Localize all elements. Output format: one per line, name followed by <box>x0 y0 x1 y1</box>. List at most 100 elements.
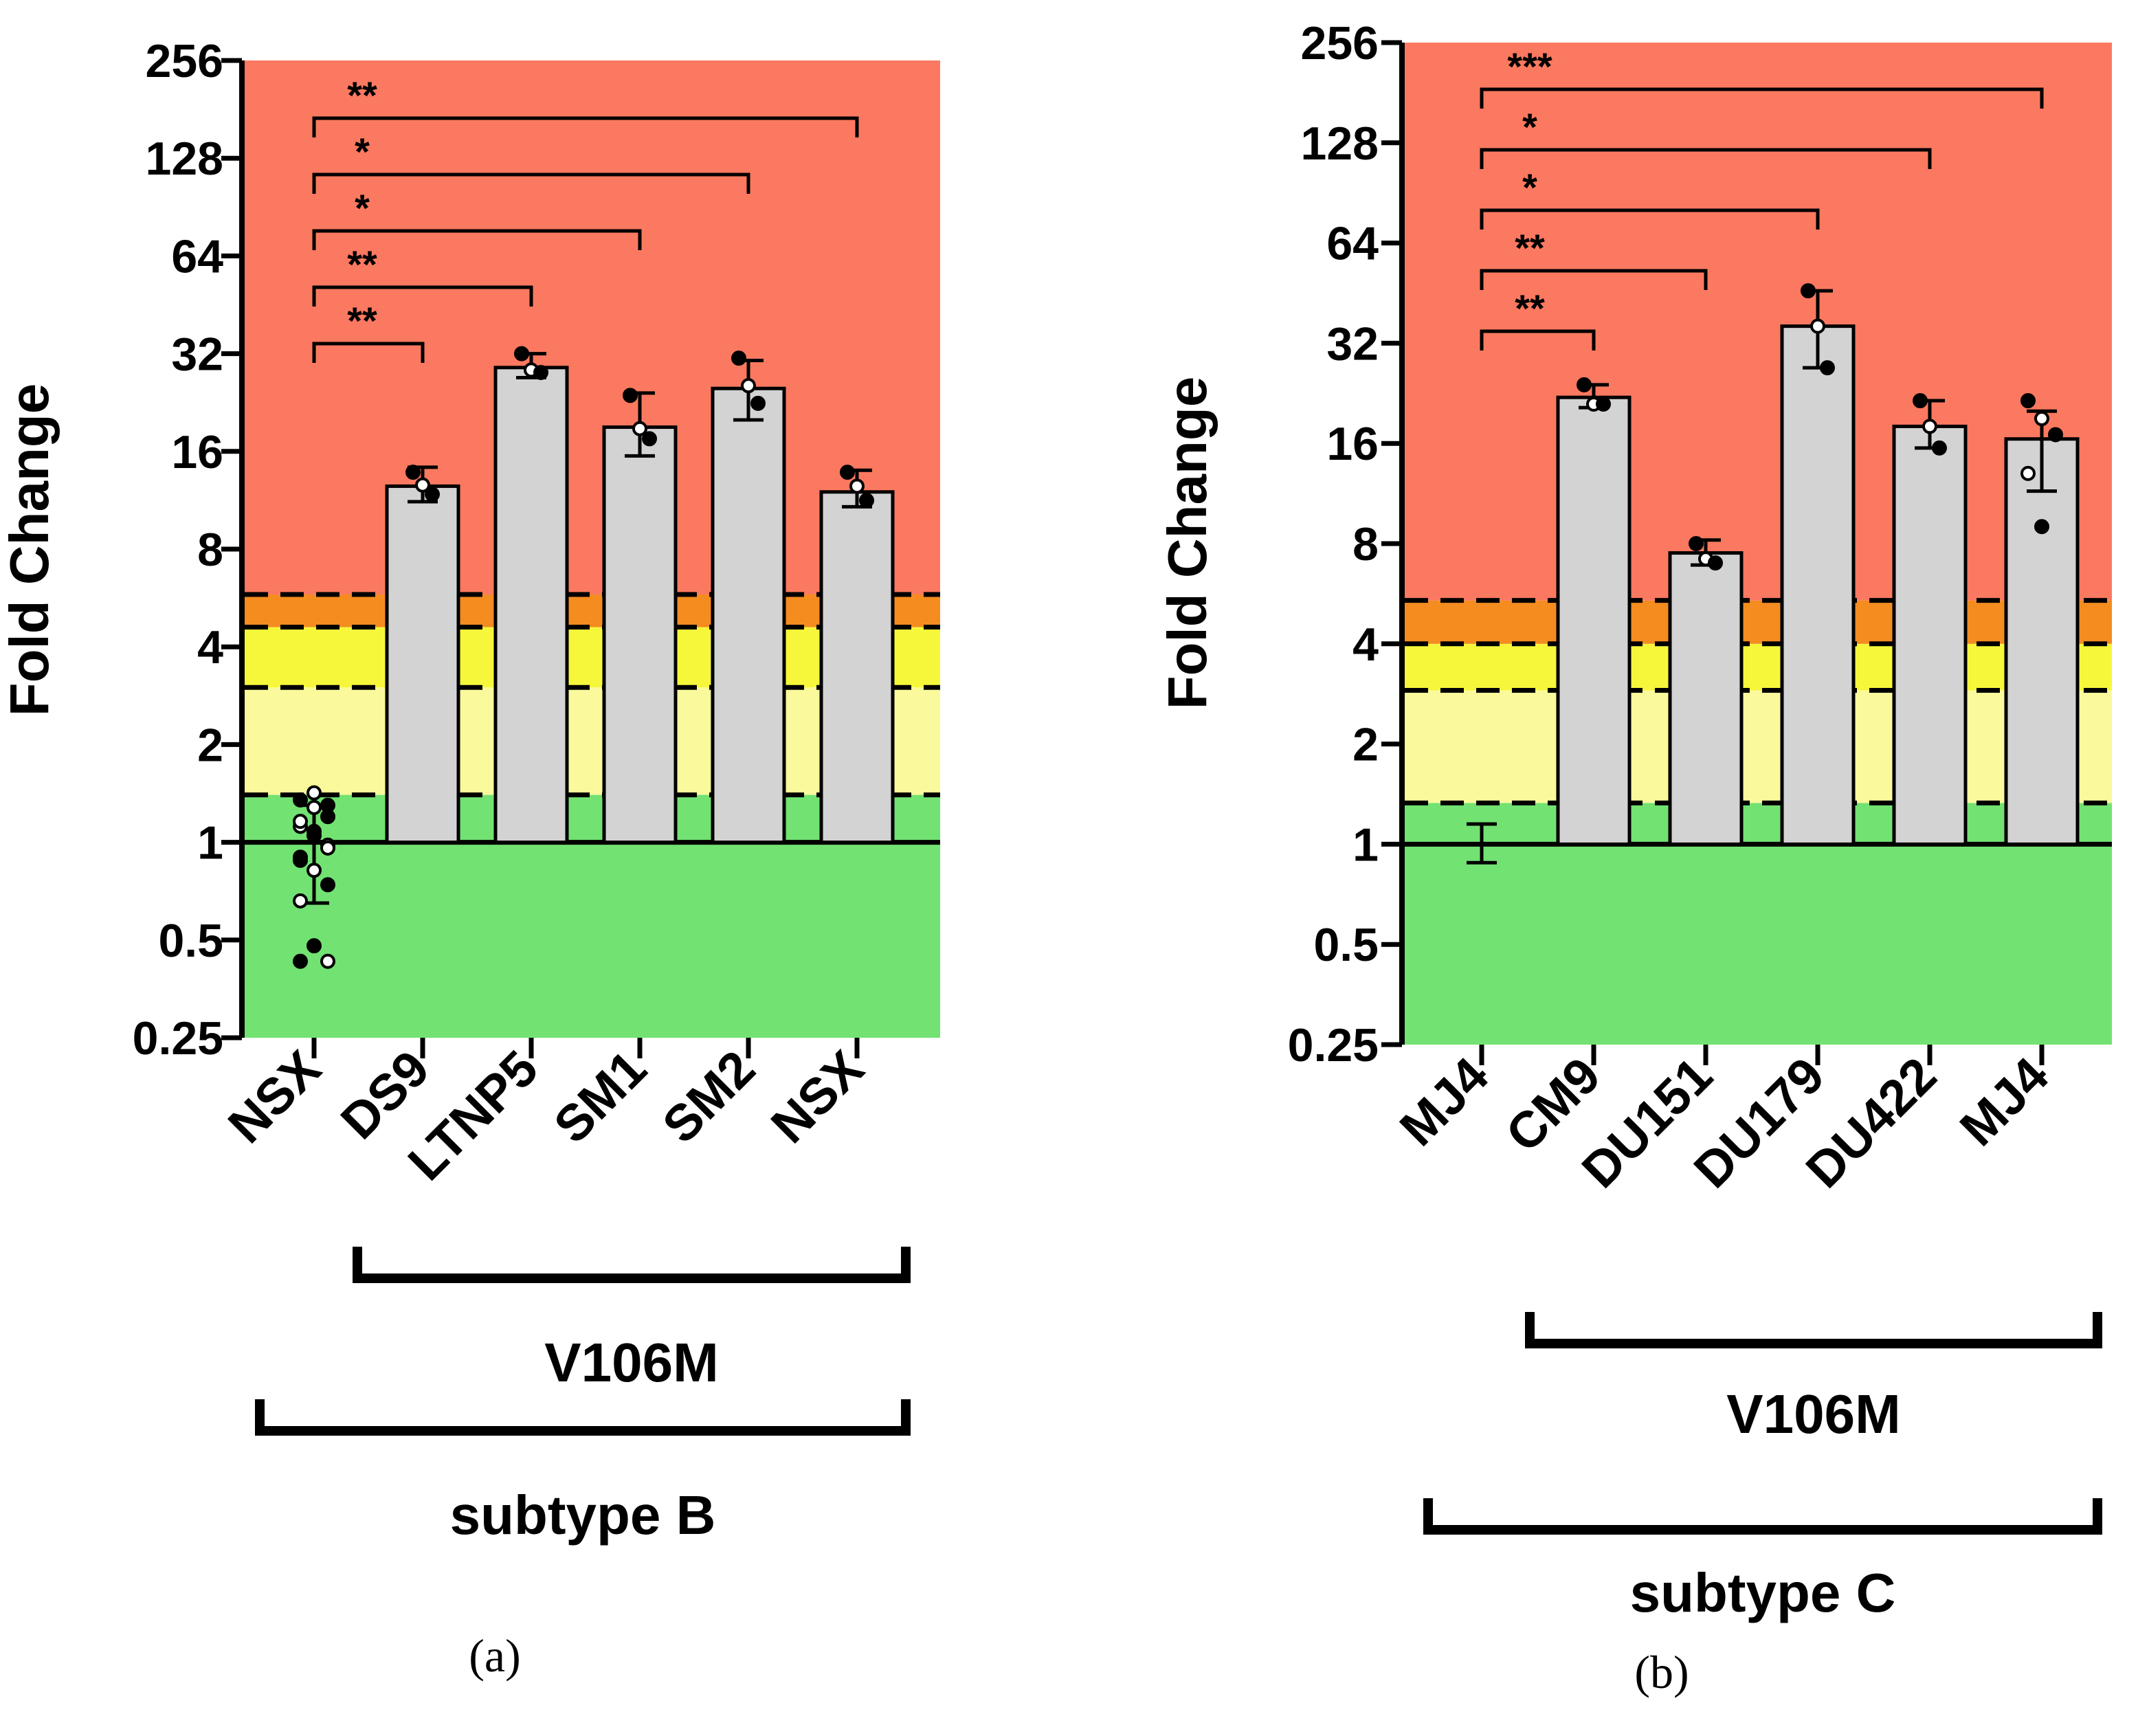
y-axis-label: Fold Change <box>0 383 60 716</box>
group-label-1: subtype B <box>450 1484 716 1546</box>
group-bracket-0 <box>1525 1312 2102 1348</box>
data-point-5-1 <box>849 478 865 494</box>
group-bracket-0 <box>353 1247 911 1283</box>
y-axis-label: Fold Change <box>1157 377 1218 709</box>
significance-bracket-0 <box>312 342 425 363</box>
data-point-0-17 <box>320 840 335 856</box>
group-bracket-1 <box>255 1399 911 1436</box>
y-tick-label-5: 8 <box>1352 518 1379 570</box>
data-point-0-7 <box>307 863 322 878</box>
significance-bracket-3 <box>1480 148 1932 169</box>
bar-3 <box>602 425 678 845</box>
data-point-0-14 <box>320 797 335 813</box>
data-point-4-1 <box>741 378 756 394</box>
background-band-1 <box>1405 690 2112 803</box>
y-tick-label-2: 64 <box>171 230 223 282</box>
data-point-0-15 <box>293 814 308 830</box>
data-point-4-2 <box>1932 440 1947 456</box>
y-tick-label-8: 1 <box>1352 819 1379 871</box>
significance-label-3: * <box>1522 105 1537 148</box>
data-point-3-0 <box>1801 283 1816 299</box>
background-band-2 <box>1405 643 2112 691</box>
bar-2 <box>1668 551 1744 846</box>
y-tick-label-0: 256 <box>1301 17 1379 69</box>
data-point-0-9 <box>293 893 308 909</box>
data-point-1-2 <box>1596 397 1611 412</box>
significance-label-1: ** <box>347 243 377 286</box>
data-point-1-2 <box>425 487 440 502</box>
data-point-0-0 <box>293 792 308 808</box>
background-band-3 <box>1405 600 2112 644</box>
data-point-0-13 <box>307 785 322 801</box>
significance-label-0: ** <box>347 299 377 342</box>
significance-bracket-1 <box>312 285 533 307</box>
data-point-5-3 <box>2020 465 2036 481</box>
y-tick-label-4: 16 <box>171 426 223 478</box>
y-tick-label-1: 128 <box>1301 118 1379 170</box>
bar-2 <box>493 366 569 845</box>
group-label-1: subtype C <box>1630 1562 1896 1623</box>
x-tick-label-4: DU422 <box>1795 1047 1948 1199</box>
significance-bracket-4 <box>1480 87 2044 109</box>
data-point-0-8 <box>320 877 335 893</box>
background-band-4 <box>1405 43 2112 601</box>
y-tick-label-3: 32 <box>1326 318 1379 370</box>
bar-5 <box>2004 437 2080 846</box>
data-point-5-0 <box>840 465 855 480</box>
data-point-5-1 <box>2034 411 2049 427</box>
data-point-1-1 <box>415 477 430 493</box>
y-tick-label-8: 1 <box>197 817 223 869</box>
y-tick-label-6: 4 <box>1352 619 1379 671</box>
panel-label: (a) <box>469 1629 520 1682</box>
data-point-3-2 <box>642 431 657 447</box>
y-tick-label-9: 0.5 <box>1313 919 1379 971</box>
y-tick-label-2: 64 <box>1326 218 1379 270</box>
significance-label-0: ** <box>1515 287 1545 330</box>
data-point-3-1 <box>1810 318 1825 334</box>
data-point-1-0 <box>405 465 421 480</box>
data-point-2-2 <box>533 364 548 380</box>
data-point-2-0 <box>1689 536 1704 551</box>
y-tick-label-9: 0.5 <box>158 915 223 967</box>
bar-5 <box>819 490 895 845</box>
significance-label-4: *** <box>1507 45 1552 88</box>
data-point-3-0 <box>623 388 638 403</box>
y-tick-label-3: 32 <box>171 329 223 381</box>
significance-bracket-2 <box>312 229 642 250</box>
y-tick-label-6: 4 <box>197 621 223 674</box>
significance-label-1: ** <box>1515 226 1545 269</box>
data-point-2-2 <box>1708 555 1723 571</box>
data-point-0-12 <box>293 953 308 969</box>
data-point-5-0 <box>2020 393 2036 409</box>
data-point-1-0 <box>1577 377 1592 392</box>
data-point-5-4 <box>2034 519 2049 535</box>
bar-4 <box>711 386 786 845</box>
y-tick-label-10: 0.25 <box>133 1012 223 1065</box>
significance-label-2: * <box>355 186 370 230</box>
significance-bracket-4 <box>312 116 859 137</box>
data-point-5-2 <box>859 493 874 509</box>
data-point-0-10 <box>307 938 322 954</box>
data-point-0-16 <box>307 823 322 839</box>
group-label-0: V106M <box>544 1332 718 1393</box>
y-tick-label-1: 128 <box>146 133 223 185</box>
data-point-5-2 <box>2048 427 2063 443</box>
data-point-0-18 <box>293 852 308 868</box>
significance-bracket-3 <box>312 173 750 194</box>
y-tick-label-0: 256 <box>146 35 223 87</box>
y-tick-label-7: 2 <box>197 719 223 771</box>
bar-1 <box>385 484 460 845</box>
significance-bracket-1 <box>1480 269 1708 290</box>
data-point-4-0 <box>731 350 746 366</box>
y-tick-label-10: 0.25 <box>1288 1019 1379 1071</box>
y-tick-label-5: 8 <box>197 524 223 576</box>
group-bracket-1 <box>1423 1498 2102 1535</box>
data-point-4-2 <box>750 395 766 411</box>
bar-1 <box>1556 395 1632 846</box>
significance-label-4: ** <box>347 74 377 117</box>
data-point-0-1 <box>307 799 322 815</box>
data-point-3-1 <box>632 421 647 436</box>
